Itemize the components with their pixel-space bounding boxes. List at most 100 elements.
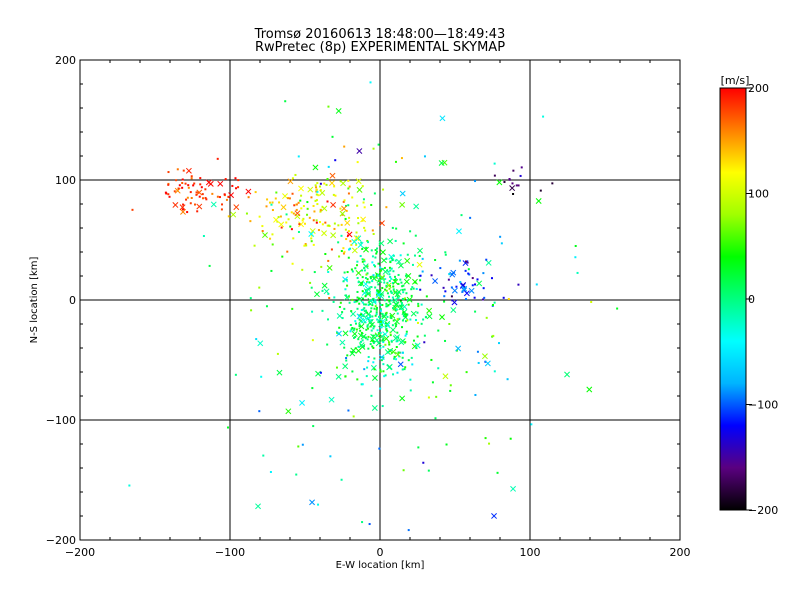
data-point-dot <box>340 478 343 481</box>
data-point-x <box>417 247 423 254</box>
data-point-dot <box>405 332 408 335</box>
data-point-x <box>278 221 285 228</box>
data-point-dot <box>270 203 273 206</box>
data-point-x <box>350 310 357 317</box>
data-point-dot <box>227 215 230 218</box>
data-point-dot <box>574 256 577 259</box>
data-point-dot <box>375 276 378 279</box>
data-point-dot <box>374 305 377 308</box>
data-point-dot <box>348 185 351 188</box>
data-point-dot <box>338 306 341 309</box>
data-point-dot <box>400 307 403 310</box>
data-point-dot <box>430 274 433 277</box>
data-point-dot <box>181 186 184 189</box>
data-point-x <box>416 261 423 268</box>
data-point-dot <box>401 285 404 288</box>
data-point-dot <box>391 314 394 317</box>
data-point-dot <box>298 223 301 226</box>
data-point-dot <box>310 234 313 237</box>
data-point-dot <box>377 332 380 335</box>
data-point-dot <box>332 300 335 303</box>
data-point-dot <box>412 339 415 342</box>
data-point-dot <box>416 311 419 314</box>
data-point-dot <box>370 319 373 322</box>
data-point-x <box>335 373 342 380</box>
data-point-dot <box>344 228 347 231</box>
colorbar-tick-label: 0 <box>748 293 755 306</box>
data-point-dot <box>394 259 397 262</box>
data-point-dot <box>450 295 453 298</box>
data-point-dot <box>334 194 337 197</box>
data-point-dot <box>314 199 317 202</box>
data-point-dot <box>519 174 522 177</box>
data-point-dot <box>351 370 354 373</box>
data-point-dot <box>276 220 279 223</box>
data-point-dot <box>297 155 300 158</box>
data-point-dot <box>411 263 414 266</box>
data-point-dot <box>258 286 261 289</box>
data-point-dot <box>385 328 388 331</box>
data-point-dot <box>465 371 468 374</box>
data-point-dot <box>297 445 300 448</box>
data-point-dot <box>321 223 324 226</box>
data-point-dot <box>366 325 369 328</box>
data-point-dot <box>393 279 396 282</box>
data-point-dot <box>128 484 131 487</box>
data-point-dot <box>348 216 351 219</box>
data-point-dot <box>401 351 404 354</box>
data-point-dot <box>403 288 406 291</box>
colorbar-unit-label: [m/s] <box>721 74 750 87</box>
data-point-dot <box>386 351 389 354</box>
data-point-dot <box>375 273 378 276</box>
data-point-dot <box>378 447 381 450</box>
data-point-dot <box>321 289 324 292</box>
data-point-dot <box>287 218 290 221</box>
data-point-x <box>410 310 417 317</box>
data-point-dot <box>349 330 352 333</box>
data-point-dot <box>395 358 398 361</box>
data-point-dot <box>535 283 538 286</box>
data-point-dot <box>367 347 370 350</box>
data-point-x <box>340 180 347 187</box>
data-point-dot <box>354 320 357 323</box>
data-point-dot <box>464 260 467 263</box>
data-point-dot <box>377 262 380 265</box>
data-point-dot <box>333 227 336 230</box>
data-point-x <box>312 164 319 171</box>
data-point-dot <box>355 231 358 234</box>
data-point-dot <box>271 209 274 212</box>
y-tick-label: 100 <box>55 174 76 187</box>
data-point-dot <box>390 299 393 302</box>
data-point-dot <box>350 310 353 313</box>
data-point-dot <box>325 183 328 186</box>
data-point-x <box>172 202 179 208</box>
data-point-x <box>451 287 458 294</box>
data-point-dot <box>234 177 237 180</box>
data-point-dot <box>364 295 367 298</box>
data-point-dot <box>370 339 373 342</box>
data-point-dot <box>385 311 388 314</box>
data-point-dot <box>448 273 451 276</box>
data-point-dot <box>371 261 374 264</box>
data-point-dot <box>366 278 369 281</box>
data-point-dot <box>477 361 480 364</box>
data-point-dot <box>444 339 447 342</box>
data-point-dot <box>366 265 369 268</box>
data-point-dot <box>370 249 373 252</box>
data-point-dot <box>377 289 380 292</box>
data-point-dot <box>400 301 403 304</box>
data-point-dot <box>261 230 264 233</box>
data-point-dot <box>311 387 314 390</box>
data-point-dot <box>165 192 168 195</box>
data-point-dot <box>389 302 392 305</box>
data-point-dot <box>387 341 390 344</box>
data-point-dot <box>382 370 385 373</box>
data-point-x <box>287 178 294 185</box>
data-point-x <box>356 186 363 193</box>
data-point-dot <box>345 278 348 281</box>
data-point-dot <box>363 269 366 272</box>
data-point-dot <box>374 265 377 268</box>
data-point-dot <box>356 307 359 310</box>
data-point-x <box>356 148 363 154</box>
data-point-dot <box>455 285 458 288</box>
